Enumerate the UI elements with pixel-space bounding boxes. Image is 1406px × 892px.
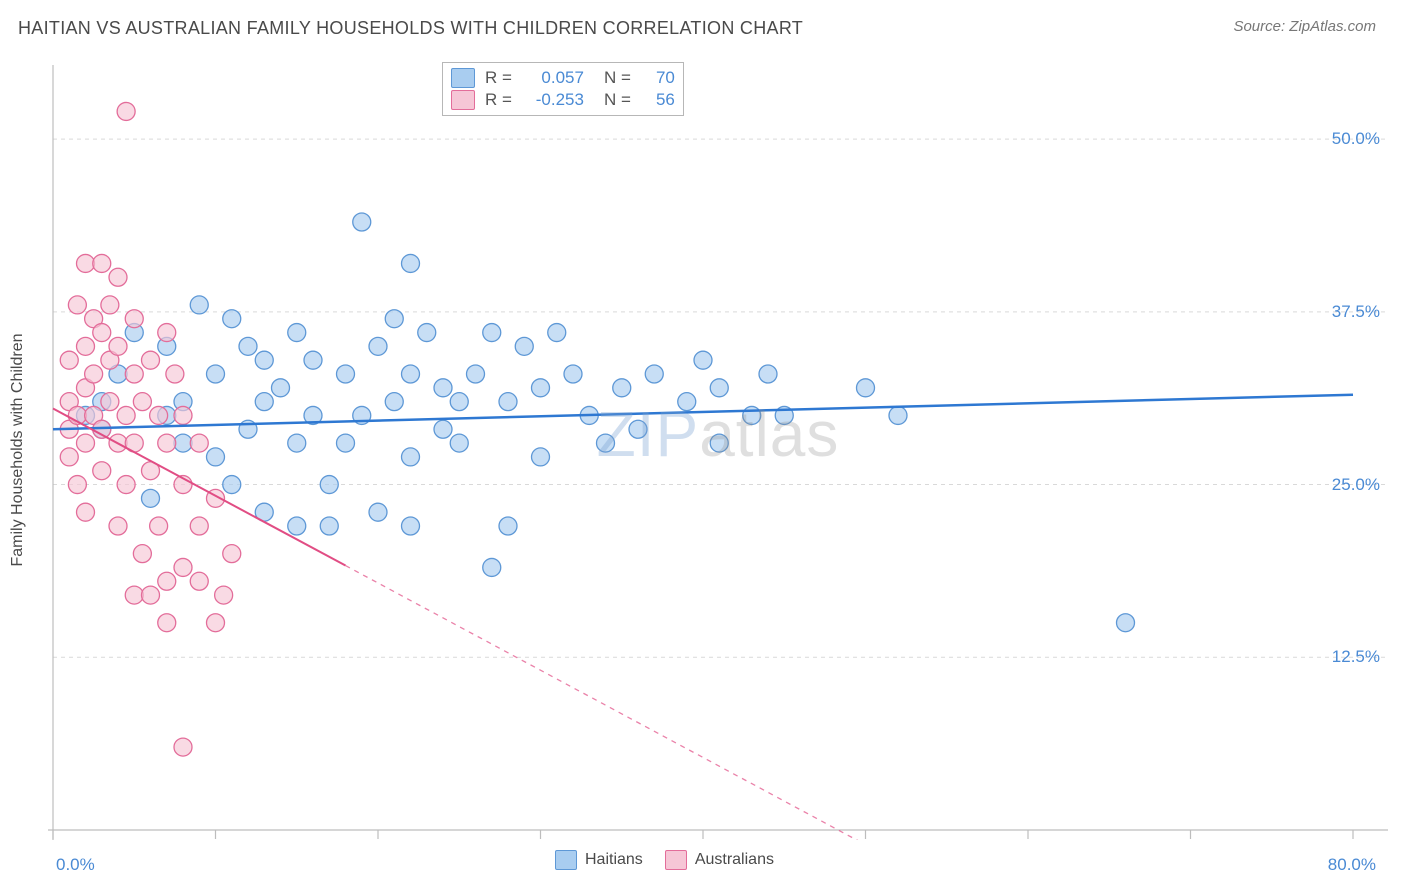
series-legend: Haitians Australians	[555, 850, 774, 870]
n-value: 70	[641, 68, 675, 88]
r-label: R =	[485, 90, 512, 110]
legend-swatch	[555, 850, 577, 870]
source-attribution: Source: ZipAtlas.com	[1233, 18, 1376, 35]
legend-item: Haitians	[555, 850, 643, 870]
legend-swatch	[451, 68, 475, 88]
legend-swatch	[665, 850, 687, 870]
n-label: N =	[604, 90, 631, 110]
y-tick-label: 37.5%	[1332, 302, 1380, 322]
x-max-label: 80.0%	[1328, 855, 1376, 875]
r-value: -0.253	[522, 90, 584, 110]
stat-legend-row: R = -0.253 N = 56	[449, 89, 677, 111]
n-label: N =	[604, 68, 631, 88]
correlation-legend: R = 0.057 N = 70 R = -0.253 N = 56	[442, 62, 684, 116]
n-value: 56	[641, 90, 675, 110]
scatter-plot	[48, 60, 1388, 840]
legend-label: Australians	[695, 851, 774, 869]
legend-swatch	[451, 90, 475, 110]
legend-label: Haitians	[585, 851, 643, 869]
header: HAITIAN VS AUSTRALIAN FAMILY HOUSEHOLDS …	[0, 0, 1406, 49]
stat-legend-row: R = 0.057 N = 70	[449, 67, 677, 89]
chart-title: HAITIAN VS AUSTRALIAN FAMILY HOUSEHOLDS …	[18, 18, 803, 39]
y-tick-label: 12.5%	[1332, 647, 1380, 667]
x-min-label: 0.0%	[56, 855, 95, 875]
chart-area: Family Households with Children ZIPatlas…	[48, 60, 1388, 840]
y-tick-label: 25.0%	[1332, 475, 1380, 495]
r-value: 0.057	[522, 68, 584, 88]
legend-item: Australians	[665, 850, 774, 870]
y-tick-label: 50.0%	[1332, 129, 1380, 149]
y-axis-label: Family Households with Children	[9, 334, 27, 567]
r-label: R =	[485, 68, 512, 88]
